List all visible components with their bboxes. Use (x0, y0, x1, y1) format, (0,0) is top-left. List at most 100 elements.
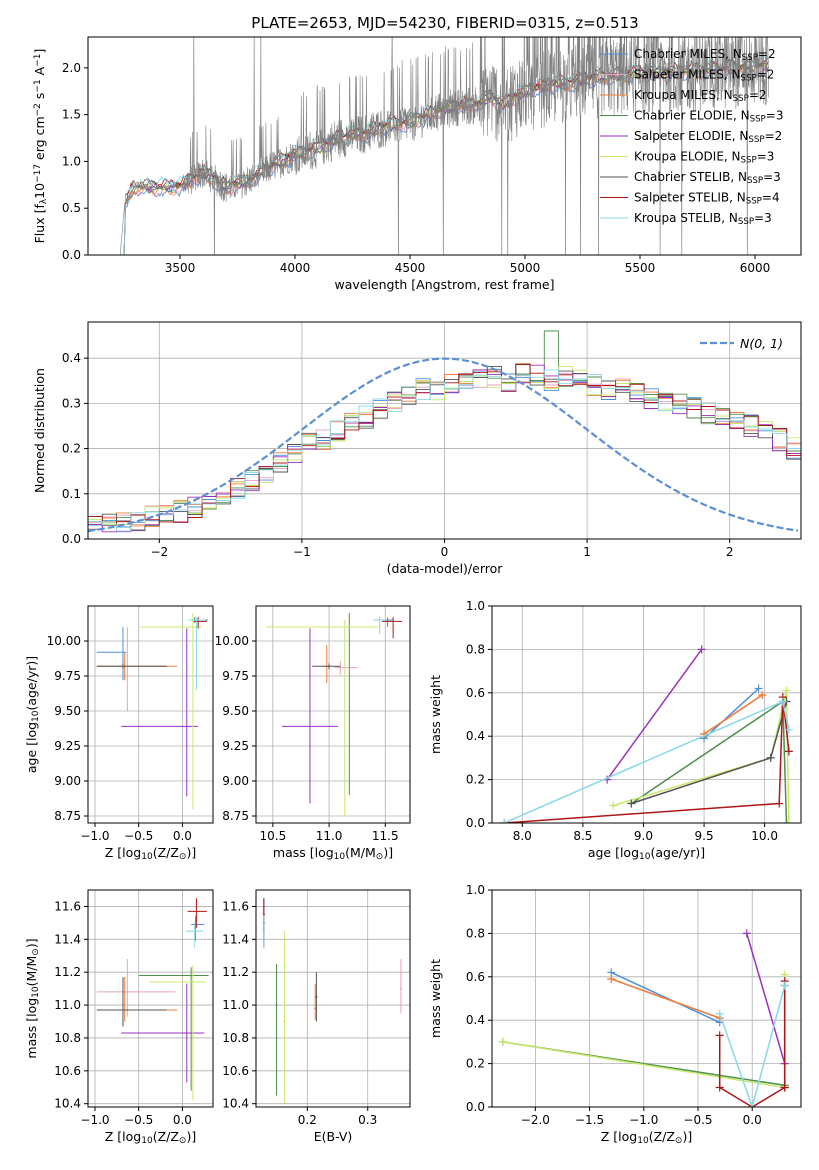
y-tick-label: 8.75 (54, 809, 81, 823)
error-bar-point (262, 914, 266, 948)
y-tick-label: 0.4 (62, 351, 81, 365)
y-tick-label: 10.4 (54, 1097, 81, 1111)
y-tick-label: 10.00 (215, 634, 249, 648)
error-bar-point (312, 663, 341, 669)
mass-weight-line (504, 697, 790, 823)
x-tick-label: −0.5 (124, 829, 153, 843)
x-tick-label: −2 (150, 545, 168, 559)
x-tick-label: −2.0 (521, 1113, 550, 1127)
mass-weight-marker (758, 690, 767, 699)
y-tick-label: 11.2 (222, 965, 249, 979)
y-tick-label: 11.2 (54, 965, 81, 979)
mass-weight-marker (742, 929, 751, 938)
legend-label: Chabrier ELODIE, NSSP=3 (634, 109, 783, 125)
x-axis-label: age [log10(age/yr)] (588, 845, 705, 862)
mass-weight-marker (715, 1009, 724, 1018)
plot-area (96, 613, 208, 809)
error-bar-point (98, 977, 178, 1022)
y-tick-label: 0.6 (466, 686, 485, 700)
x-tick-label: 2 (726, 545, 734, 559)
axes-frame (255, 605, 411, 824)
y-tick-label: 9.75 (222, 669, 249, 683)
mass-weight-marker (715, 1031, 724, 1040)
mass-weight-marker (609, 801, 618, 810)
mass-weight-line (503, 700, 790, 823)
error-bar-point (372, 617, 387, 634)
y-tick-label: 10.4 (222, 1097, 249, 1111)
mass-weight-line (703, 687, 760, 739)
y-tick-label: 0.2 (466, 1057, 485, 1071)
plot-area (500, 645, 793, 823)
x-axis-label: wavelength [Angstrom, rest frame] (334, 277, 554, 292)
error-bar-point (121, 628, 199, 797)
legend-label: Salpeter MILES, NSSP=2 (634, 68, 774, 84)
y-tick-label: 0.0 (466, 1100, 485, 1114)
mass-weight-marker (715, 1083, 724, 1092)
axes-frame (491, 605, 802, 824)
y-tick-label: 1.0 (466, 599, 485, 613)
mass-weight-marker (748, 1103, 757, 1107)
mass-weight-line (606, 648, 703, 781)
x-tick-label: −1.0 (80, 1113, 109, 1127)
normal-curve (88, 357, 799, 533)
x-tick-label: 0.0 (173, 1113, 192, 1127)
x-tick-label: 0.2 (298, 1113, 317, 1127)
mass-weight-line (718, 985, 786, 1107)
mass-weight-line (611, 978, 720, 1019)
mass-weight-marker (766, 753, 775, 762)
mass-weight-marker (780, 1083, 789, 1092)
y-tick-label: 0.0 (62, 532, 81, 546)
x-tick-label: 10.5 (260, 829, 287, 843)
y-tick-label: 11.0 (54, 998, 81, 1012)
y-tick-label: 1.0 (466, 883, 485, 897)
x-tick-label: 0.0 (173, 829, 192, 843)
y-tick-label: 11.6 (222, 899, 249, 913)
error-bar-point (191, 916, 205, 941)
y-tick-label: 1.5 (62, 108, 81, 122)
x-tick-label: 9.0 (634, 829, 653, 843)
error-bar-point (96, 959, 176, 1017)
error-bar-point (187, 617, 206, 690)
x-axis-label: Z [log10(Z/Z⊙)] (601, 1129, 692, 1146)
y-tick-label: 0.2 (466, 773, 485, 787)
x-axis-label: mass [log10(M/M⊙)] (273, 845, 393, 862)
y-tick-label: 10.8 (54, 1031, 81, 1045)
y-tick-label: 1.0 (62, 154, 81, 168)
mass-weight-line (718, 981, 786, 1107)
mass-weight-marker (784, 747, 793, 756)
y-tick-label: 9.50 (54, 704, 81, 718)
panel-spectrum: 3500 4000 4500 5000 5500 6000 0.0 0.5 1.0 1.5 2.0 w… (32, 36, 802, 292)
panel-weight-vs-z: −2.0 −1.5 −1.0 −0.5 0.0 0.0 0.2 0.4 0.6 0.8 1.0 Z [… (428, 883, 802, 1146)
x-tick-label: 0.3 (358, 1113, 377, 1127)
x-tick-label: −0.5 (124, 1113, 153, 1127)
error-bar-point (283, 931, 286, 1104)
mass-weight-marker (778, 697, 787, 706)
x-tick-label: −0.5 (683, 1113, 712, 1127)
x-tick-label: −1 (293, 545, 311, 559)
error-bar-point (187, 898, 207, 928)
y-axis-label: mass weight (428, 675, 443, 754)
legend-label: Kroupa STELIB, NSSP=3 (634, 211, 772, 227)
x-tick-label: 11.0 (316, 829, 343, 843)
mass-weight-marker (498, 1037, 507, 1046)
y-axis-label: Flux [fλ10−17 erg cm−2 s−1 A−1] (32, 49, 49, 244)
panel-residuals: −2 −1 0 1 2 0.0 0.1 0.2 0.3 0.4 (data-model)/error… (32, 321, 802, 576)
legend-label: Chabrier STELIB, NSSP=3 (634, 170, 781, 186)
legend-label: Kroupa MILES, NSSP=2 (634, 88, 767, 104)
y-tick-label: 0.3 (62, 396, 81, 410)
y-tick-label: 0.6 (466, 970, 485, 984)
mass-weight-marker (500, 819, 509, 823)
x-tick-label: 11.5 (372, 829, 399, 843)
x-tick-label: 4500 (395, 261, 426, 275)
x-tick-label: −1.0 (80, 829, 109, 843)
y-tick-label: 0.8 (466, 642, 485, 656)
y-tick-label: 0.0 (466, 816, 485, 830)
y-axis-label: mass weight (428, 959, 443, 1038)
panel-weight-vs-age: 8.0 8.5 9.0 9.5 10.0 0.0 0.2 0.4 0.6 0.8 1.0 age [l… (428, 599, 802, 862)
plot-area (119, 37, 769, 255)
error-bar-point (96, 663, 167, 669)
axes-frame (87, 605, 214, 824)
residual-histogram (88, 369, 801, 532)
x-tick-label: 0 (441, 545, 449, 559)
